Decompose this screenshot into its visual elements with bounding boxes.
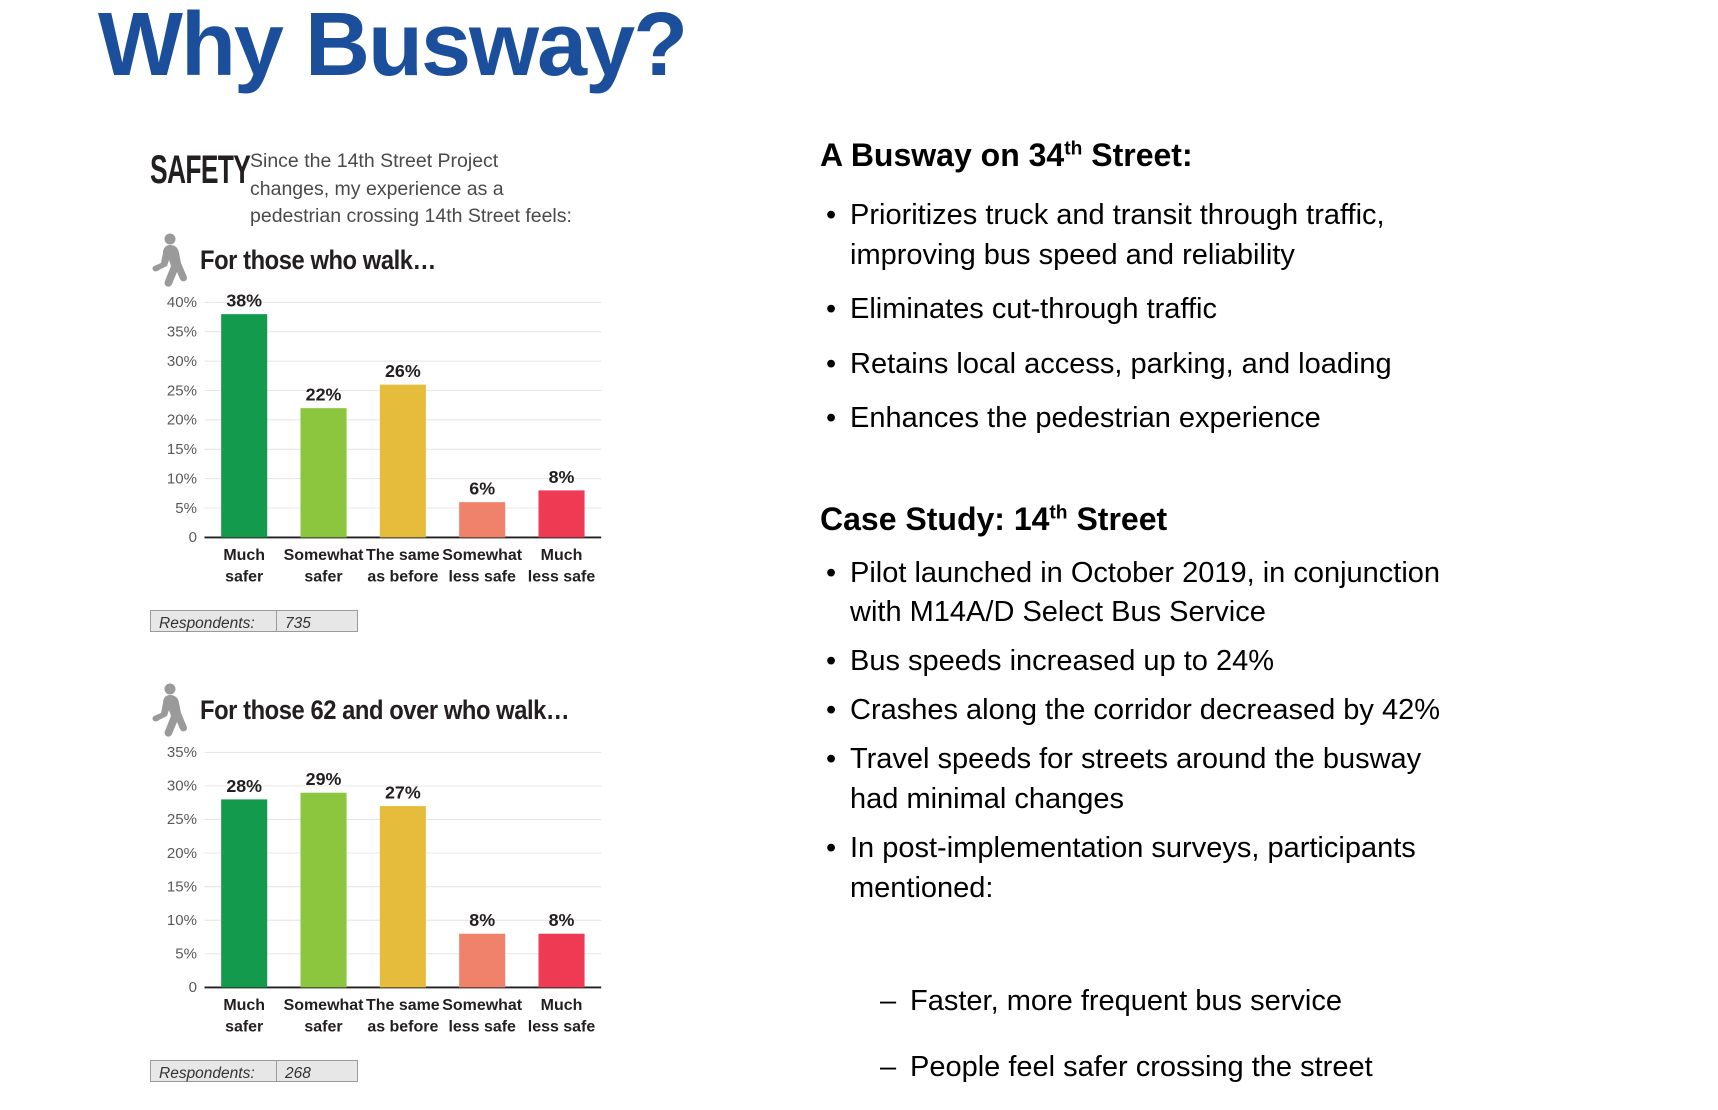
svg-text:15%: 15% xyxy=(167,878,197,895)
svg-text:as before: as before xyxy=(367,1019,438,1036)
svg-text:Somewhat: Somewhat xyxy=(442,547,523,564)
svg-text:less safe: less safe xyxy=(528,1019,596,1036)
svg-text:Much: Much xyxy=(541,547,583,564)
svg-text:10%: 10% xyxy=(167,912,197,929)
svg-text:Somewhat: Somewhat xyxy=(442,997,523,1014)
svg-text:22%: 22% xyxy=(306,385,342,405)
svg-text:The same: The same xyxy=(366,997,440,1014)
svg-text:Much: Much xyxy=(541,997,583,1014)
svg-text:26%: 26% xyxy=(385,361,421,381)
svg-text:safer: safer xyxy=(304,1019,342,1036)
svg-text:safer: safer xyxy=(225,1019,263,1036)
svg-text:20%: 20% xyxy=(167,845,197,862)
svg-text:safer: safer xyxy=(225,569,263,586)
svg-text:38%: 38% xyxy=(226,293,262,311)
svg-text:10%: 10% xyxy=(167,470,197,487)
svg-text:25%: 25% xyxy=(167,382,197,399)
svg-text:30%: 30% xyxy=(167,353,197,370)
svg-text:less safe: less safe xyxy=(448,569,516,586)
svg-text:8%: 8% xyxy=(469,910,495,930)
svg-text:40%: 40% xyxy=(167,294,197,311)
svg-text:8%: 8% xyxy=(549,910,575,930)
svg-text:Much: Much xyxy=(223,547,265,564)
svg-text:Somewhat: Somewhat xyxy=(284,997,365,1014)
svg-text:0: 0 xyxy=(189,529,197,546)
svg-text:Much: Much xyxy=(223,997,265,1014)
svg-text:35%: 35% xyxy=(167,323,197,340)
svg-text:29%: 29% xyxy=(306,769,342,789)
svg-text:as before: as before xyxy=(367,569,438,586)
svg-text:less safe: less safe xyxy=(528,569,596,586)
svg-text:30%: 30% xyxy=(167,778,197,795)
svg-text:less safe: less safe xyxy=(448,1019,516,1036)
svg-text:35%: 35% xyxy=(167,744,197,761)
svg-text:15%: 15% xyxy=(167,441,197,458)
svg-text:25%: 25% xyxy=(167,811,197,828)
svg-text:28%: 28% xyxy=(226,776,262,796)
svg-text:6%: 6% xyxy=(469,479,495,499)
svg-text:safer: safer xyxy=(304,569,342,586)
svg-text:The same: The same xyxy=(366,547,440,564)
svg-text:5%: 5% xyxy=(175,946,197,963)
svg-text:20%: 20% xyxy=(167,412,197,429)
svg-text:27%: 27% xyxy=(385,783,421,803)
svg-text:Somewhat: Somewhat xyxy=(284,547,365,564)
svg-text:8%: 8% xyxy=(549,467,575,487)
svg-text:5%: 5% xyxy=(175,500,197,517)
svg-text:0: 0 xyxy=(189,979,197,996)
